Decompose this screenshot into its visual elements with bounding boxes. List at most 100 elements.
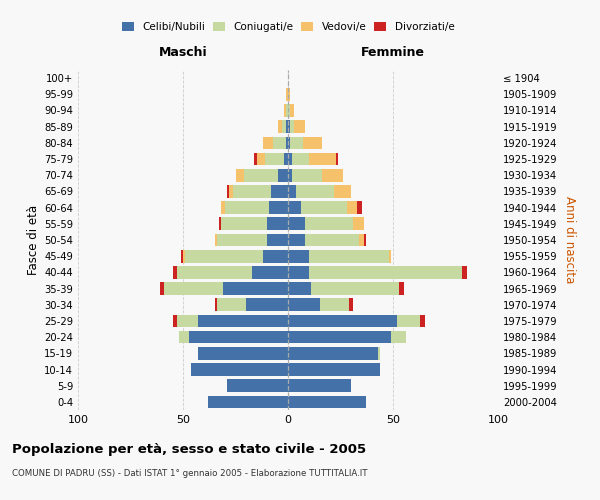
Bar [320,298,349,311]
Bar [288,250,309,262]
Bar [292,152,309,166]
Bar [244,169,277,181]
Bar [286,120,288,133]
Legend: Celibi/Nubili, Coniugati/e, Vedovi/e, Divorziati/e: Celibi/Nubili, Coniugati/e, Vedovi/e, Di… [119,20,457,34]
Bar [176,314,198,328]
Bar [271,185,288,198]
Bar [389,250,391,262]
Bar [288,152,292,166]
Bar [164,282,223,295]
Bar [215,234,217,246]
Bar [269,202,288,214]
Bar [277,169,288,181]
Bar [223,282,288,295]
Bar [288,218,305,230]
Bar [288,169,292,181]
Bar [176,266,252,278]
Bar [225,202,269,214]
Bar [288,136,290,149]
Bar [400,282,404,295]
Bar [463,266,467,278]
Bar [227,380,288,392]
Bar [295,120,305,133]
Bar [263,136,274,149]
Bar [288,202,301,214]
Bar [221,202,225,214]
Bar [218,218,221,230]
Bar [181,250,183,262]
Bar [288,380,351,392]
Bar [284,152,288,166]
Bar [252,266,288,278]
Bar [288,396,366,408]
Bar [277,120,282,133]
Bar [246,298,288,311]
Bar [305,218,353,230]
Text: COMUNE DI PADRU (SS) - Dati ISTAT 1° gennaio 2005 - Elaborazione TUTTITALIA.IT: COMUNE DI PADRU (SS) - Dati ISTAT 1° gen… [12,469,367,478]
Bar [303,136,322,149]
Bar [288,104,290,117]
Bar [173,266,176,278]
Text: Maschi: Maschi [158,46,208,59]
Bar [347,202,358,214]
Bar [309,266,463,278]
Bar [288,282,311,295]
Bar [391,331,406,344]
Bar [185,250,263,262]
Bar [309,152,337,166]
Bar [235,169,244,181]
Bar [265,152,284,166]
Bar [288,314,397,328]
Y-axis label: Fasce di età: Fasce di età [27,205,40,275]
Bar [215,298,217,311]
Bar [288,363,380,376]
Bar [358,202,361,214]
Bar [288,331,391,344]
Bar [349,298,353,311]
Bar [160,282,164,295]
Bar [286,104,288,117]
Y-axis label: Anni di nascita: Anni di nascita [563,196,575,284]
Bar [189,331,288,344]
Bar [421,314,425,328]
Bar [208,396,288,408]
Bar [282,120,286,133]
Bar [288,266,309,278]
Bar [288,234,305,246]
Bar [183,250,185,262]
Bar [322,169,343,181]
Bar [364,234,366,246]
Bar [286,88,288,101]
Bar [290,136,303,149]
Bar [288,120,290,133]
Bar [397,314,421,328]
Bar [273,136,286,149]
Text: Femmine: Femmine [361,46,425,59]
Bar [233,185,271,198]
Bar [334,185,351,198]
Bar [288,185,296,198]
Bar [217,298,246,311]
Bar [288,347,379,360]
Bar [267,234,288,246]
Bar [263,250,288,262]
Bar [288,298,320,311]
Bar [198,347,288,360]
Bar [309,250,389,262]
Bar [221,218,267,230]
Bar [296,185,334,198]
Bar [292,169,322,181]
Bar [379,347,380,360]
Bar [311,282,400,295]
Bar [229,185,233,198]
Bar [217,234,267,246]
Bar [257,152,265,166]
Bar [191,363,288,376]
Bar [305,234,359,246]
Bar [267,218,288,230]
Bar [173,314,176,328]
Bar [290,104,295,117]
Bar [284,104,286,117]
Bar [301,202,347,214]
Bar [337,152,338,166]
